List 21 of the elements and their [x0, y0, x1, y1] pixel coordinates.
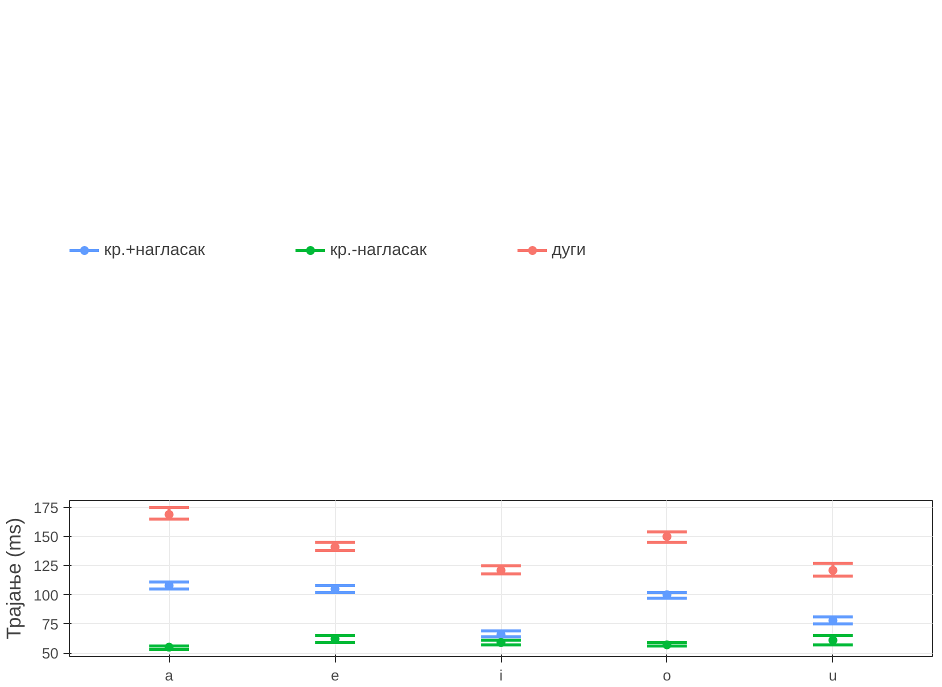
x-tick-label: e — [330, 668, 340, 684]
y-axis-title: Трајање (ms) — [3, 518, 26, 640]
y-tick-label: 125 — [33, 558, 59, 576]
legend-label: кр.-нагласак — [330, 240, 427, 260]
x-tick-label: i — [499, 668, 503, 684]
y-tick-label: 150 — [33, 529, 59, 546]
point — [164, 510, 174, 519]
point — [828, 566, 838, 575]
y-tick-label: 75 — [42, 616, 59, 634]
point — [662, 532, 672, 542]
x-tick-label: u — [828, 668, 838, 684]
point — [164, 642, 174, 652]
y-tick-label: 175 — [33, 500, 59, 517]
legend-label: кр.+нагласак — [104, 240, 205, 260]
point — [496, 638, 506, 648]
legend-label: дуги — [552, 240, 586, 260]
x-tick-label: a — [164, 668, 174, 684]
y-tick-label: 100 — [33, 587, 59, 604]
x-tick-label: o — [662, 668, 672, 684]
point — [662, 640, 672, 650]
y-tick-label: 50 — [42, 646, 59, 663]
